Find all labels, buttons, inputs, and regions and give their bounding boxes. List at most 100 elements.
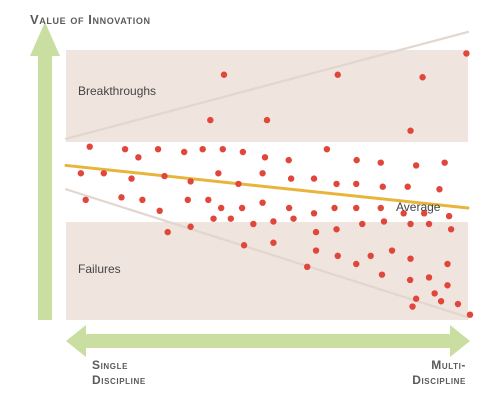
data-point [444, 282, 451, 289]
data-point [447, 226, 455, 233]
data-point [187, 223, 194, 230]
data-point [287, 175, 295, 182]
data-point [412, 162, 420, 169]
data-point [310, 210, 318, 217]
data-point [323, 146, 331, 153]
x-axis-left-line1: Single [92, 358, 129, 372]
x-axis-left-line2: Discipline [92, 373, 146, 387]
data-point [77, 170, 85, 177]
data-point [180, 148, 188, 156]
data-point [359, 220, 366, 228]
data-point [82, 196, 89, 204]
data-point [444, 260, 451, 268]
data-point [205, 196, 212, 204]
data-point [187, 178, 194, 185]
data-point [128, 175, 135, 182]
data-point [215, 170, 222, 177]
breakthroughs-label: Breakthroughs [78, 84, 157, 98]
data-point [334, 252, 341, 260]
data-point [466, 311, 474, 318]
data-point [184, 196, 192, 204]
failures-band [66, 222, 468, 320]
data-point [304, 263, 311, 270]
average-line [64, 163, 470, 210]
data-point [400, 210, 407, 217]
data-point [259, 199, 266, 206]
x-axis-right-line2: Discipline [412, 373, 466, 387]
data-point [454, 300, 462, 308]
y-axis-label: Value of Innovation [30, 12, 151, 27]
data-point [407, 255, 414, 262]
data-point [377, 204, 384, 212]
y-axis-arrow [30, 22, 60, 320]
data-point [239, 148, 247, 156]
data-point [333, 226, 340, 233]
data-point [353, 260, 360, 268]
data-point [419, 74, 426, 81]
data-point [436, 186, 443, 193]
lower-boundary-line [64, 188, 470, 319]
breakthroughs-band [66, 50, 468, 142]
x-axis-right-line1: Multi- [431, 358, 466, 372]
data-point [259, 170, 266, 177]
data-point [285, 204, 293, 212]
data-point [270, 239, 277, 246]
x-axis-arrow [66, 325, 470, 357]
data-point [164, 228, 171, 236]
data-point [219, 146, 226, 153]
data-point [377, 159, 384, 166]
data-point [263, 116, 271, 124]
data-point [407, 127, 414, 134]
data-point [270, 218, 277, 225]
data-point [353, 156, 360, 164]
data-point [406, 276, 414, 284]
data-point [388, 247, 396, 254]
data-point [312, 247, 320, 254]
data-point [135, 154, 142, 161]
data-point [156, 207, 163, 214]
x-axis-right-label: Multi- Discipline [356, 358, 466, 388]
data-point [441, 159, 448, 166]
data-point [227, 215, 235, 222]
data-point [290, 215, 297, 222]
data-point [86, 143, 93, 150]
data-point [310, 175, 318, 182]
upper-boundary-line [64, 30, 470, 140]
data-point [404, 183, 411, 190]
data-point [217, 204, 225, 212]
failures-label: Failures [78, 262, 121, 276]
data-point [353, 180, 360, 188]
data-point [312, 228, 320, 236]
data-point [161, 172, 168, 180]
data-point [425, 274, 433, 281]
points-group [77, 50, 474, 318]
data-point [378, 271, 386, 278]
data-point [118, 194, 125, 201]
data-point [445, 212, 453, 220]
data-point [353, 204, 360, 212]
data-point [154, 146, 162, 153]
data-point [463, 50, 470, 57]
data-point [334, 71, 341, 78]
data-point [412, 295, 420, 302]
data-point [199, 146, 206, 153]
data-point [261, 154, 269, 161]
data-point [139, 196, 146, 204]
data-point [431, 290, 438, 297]
data-point [380, 218, 388, 225]
data-point [220, 71, 228, 78]
data-point [210, 215, 217, 222]
data-point [100, 170, 107, 177]
data-point [285, 156, 292, 164]
data-point [235, 180, 242, 188]
data-point [425, 220, 433, 228]
data-point [409, 303, 416, 310]
data-point [240, 242, 248, 249]
data-point [238, 204, 246, 212]
data-point [207, 116, 214, 124]
x-axis-left-label: Single Discipline [92, 358, 146, 388]
data-point [407, 220, 414, 228]
data-point [250, 220, 257, 228]
